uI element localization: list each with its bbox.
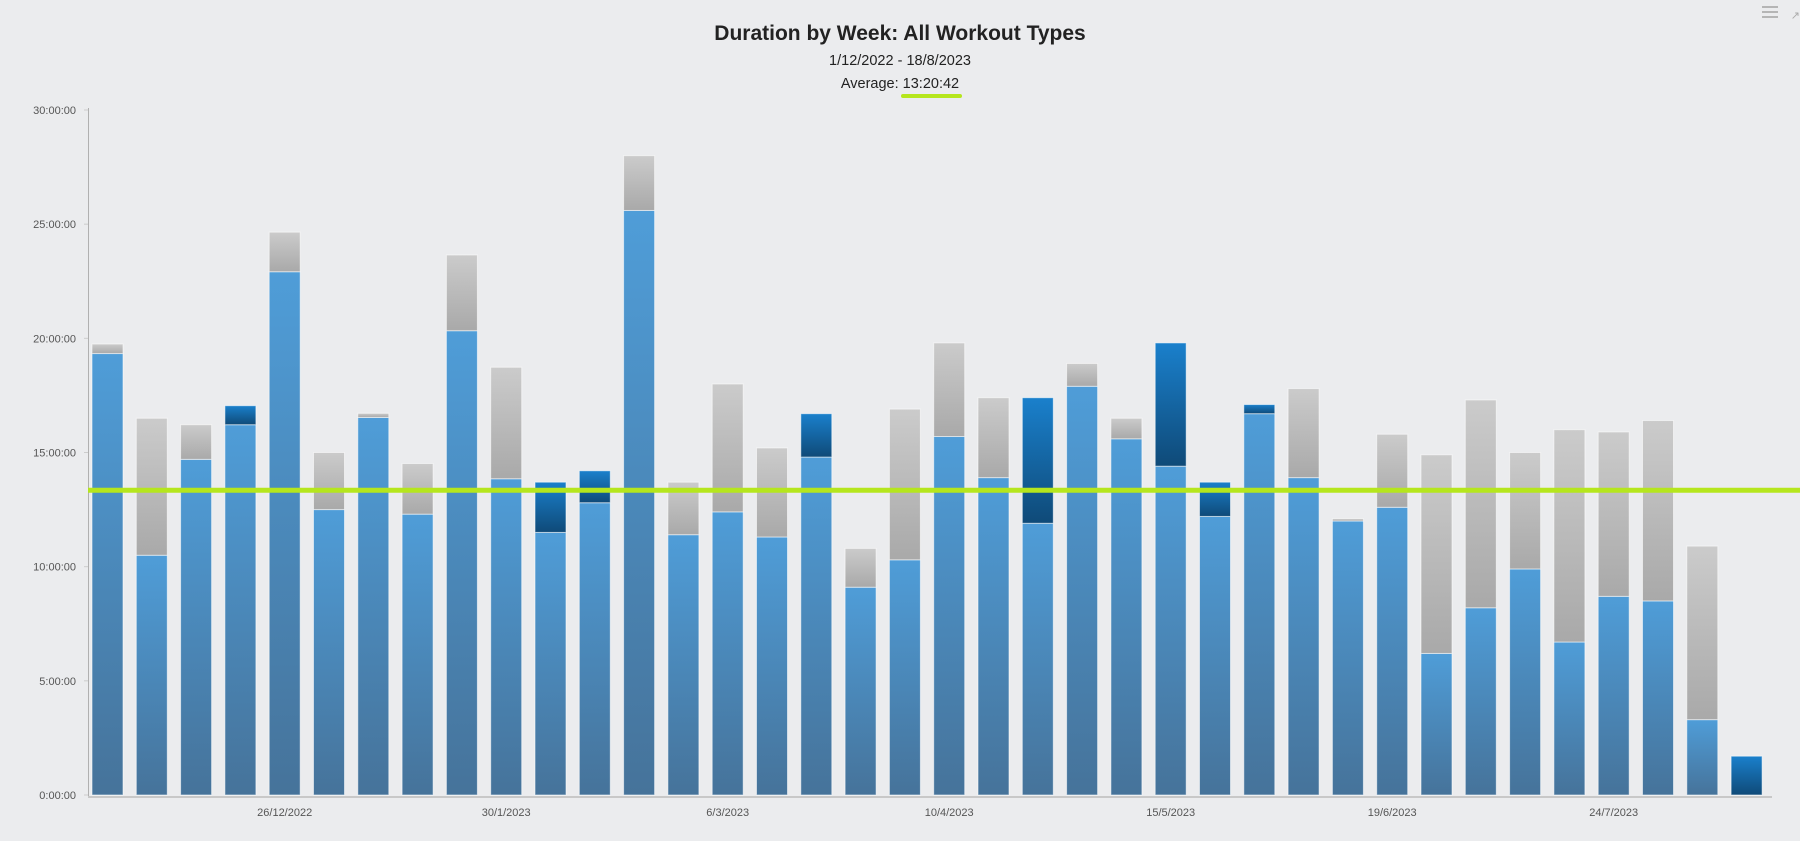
bar-segment-blue[interactable] xyxy=(357,416,390,796)
bar-segment-blue[interactable] xyxy=(135,554,168,796)
bar-segment-dark-blue[interactable] xyxy=(224,405,257,426)
bar-segment-dark-blue[interactable] xyxy=(1243,404,1276,415)
bar-segment-blue[interactable] xyxy=(933,436,966,796)
bar-segment-blue[interactable] xyxy=(711,511,744,796)
chart-title: Duration by Week: All Workout Types xyxy=(714,22,1086,45)
bar-segment-blue[interactable] xyxy=(1199,515,1231,796)
bar-segment-gray[interactable] xyxy=(445,254,478,332)
bar-segment-gray[interactable] xyxy=(1509,452,1542,570)
bar-segment-gray[interactable] xyxy=(135,417,168,556)
bar-segment-blue[interactable] xyxy=(401,513,434,796)
bar-segment-blue[interactable] xyxy=(1686,719,1719,796)
bar-segment-gray[interactable] xyxy=(1287,388,1320,479)
bar-segment-gray[interactable] xyxy=(1464,399,1497,609)
bar-segment-blue[interactable] xyxy=(1154,465,1187,796)
bar-segment-dark-blue[interactable] xyxy=(800,413,833,458)
average-value: 13:20:42 xyxy=(902,76,960,92)
y-tick-label: 20:00:00 xyxy=(33,333,76,345)
bar-segment-gray[interactable] xyxy=(1686,545,1719,721)
bar-segment-gray[interactable] xyxy=(933,342,966,438)
y-tick-label: 10:00:00 xyxy=(33,562,76,574)
bar-segment-blue[interactable] xyxy=(534,531,567,796)
bar-segment-blue[interactable] xyxy=(1376,506,1409,796)
bar-segment-gray[interactable] xyxy=(268,231,301,273)
bar-segment-gray[interactable] xyxy=(1376,433,1409,508)
bar-segment-gray[interactable] xyxy=(1110,417,1143,440)
bar-segment-blue[interactable] xyxy=(1420,652,1453,796)
bar-segment-gray[interactable] xyxy=(490,366,523,480)
bar-segment-blue[interactable] xyxy=(623,209,656,796)
bar-segment-blue[interactable] xyxy=(1287,477,1320,796)
bar-segment-gray[interactable] xyxy=(1420,454,1453,654)
bar-segment-gray[interactable] xyxy=(313,452,345,511)
bar-segment-dark-blue[interactable] xyxy=(1154,342,1187,467)
bar-segment-gray[interactable] xyxy=(1066,362,1099,387)
bar-segment-blue[interactable] xyxy=(1464,607,1497,796)
bar-segment-dark-blue[interactable] xyxy=(1021,397,1054,524)
bar-segment-gray[interactable] xyxy=(180,424,213,460)
chart-average: Average: 13:20:42 xyxy=(0,76,1800,92)
x-tick-label: 30/1/2023 xyxy=(482,807,531,819)
bar-segment-gray[interactable] xyxy=(1331,518,1364,522)
bar-segment-blue[interactable] xyxy=(1331,520,1364,796)
y-tick-label: 30:00:00 xyxy=(33,105,76,117)
x-tick-label: 26/12/2022 xyxy=(257,807,312,819)
y-tick-label: 25:00:00 xyxy=(33,219,76,231)
bar-segment-dark-blue[interactable] xyxy=(578,470,611,504)
x-tick-label: 10/4/2023 xyxy=(925,807,974,819)
bar-segment-dark-blue[interactable] xyxy=(1730,755,1763,796)
pin-icon[interactable]: ↗ xyxy=(1790,10,1800,22)
bar-segment-blue[interactable] xyxy=(490,478,523,796)
y-tick-label: 0:00:00 xyxy=(39,790,76,802)
hamburger-menu-icon[interactable] xyxy=(1762,3,1778,21)
bar-segment-blue[interactable] xyxy=(800,456,833,796)
bar-segment-blue[interactable] xyxy=(91,353,124,796)
bar-segment-blue[interactable] xyxy=(1642,600,1674,796)
y-tick-label: 15:00:00 xyxy=(33,448,76,460)
bar-segment-blue[interactable] xyxy=(1021,522,1054,796)
bar-segment-blue[interactable] xyxy=(1243,413,1276,796)
chart-date-range: 1/12/2022 - 18/8/2023 xyxy=(829,53,971,69)
bar-segment-gray[interactable] xyxy=(888,408,921,561)
average-label: Average: xyxy=(840,76,899,92)
bar-segment-blue[interactable] xyxy=(578,502,611,796)
bar-segment-blue[interactable] xyxy=(977,477,1010,796)
bar-segment-gray[interactable] xyxy=(1597,431,1630,597)
bar-segment-gray[interactable] xyxy=(357,412,390,418)
bar-segment-blue[interactable] xyxy=(756,536,788,796)
bar-segment-gray[interactable] xyxy=(844,547,877,588)
bar-segment-blue[interactable] xyxy=(445,330,478,796)
bar-segment-blue[interactable] xyxy=(1597,595,1630,796)
x-tick-label: 6/3/2023 xyxy=(706,807,749,819)
bar-segment-gray[interactable] xyxy=(91,343,124,355)
bar-segment-gray[interactable] xyxy=(1642,420,1674,602)
bar-segment-gray[interactable] xyxy=(977,397,1010,479)
bar-segment-blue[interactable] xyxy=(667,534,700,796)
x-tick-label: 19/6/2023 xyxy=(1368,807,1417,819)
bar-segment-blue[interactable] xyxy=(844,586,877,796)
bar-segment-blue[interactable] xyxy=(313,509,345,796)
bar-segment-blue[interactable] xyxy=(1553,641,1586,796)
bar-segment-blue[interactable] xyxy=(1509,568,1542,796)
bar-segment-blue[interactable] xyxy=(888,559,921,796)
y-tick-label: 5:00:00 xyxy=(39,676,76,688)
bar-segment-blue[interactable] xyxy=(180,458,213,796)
bar-segment-gray[interactable] xyxy=(1553,429,1586,643)
bar-segment-blue[interactable] xyxy=(1066,385,1099,796)
bar-segment-blue[interactable] xyxy=(268,271,301,796)
bar-segment-dark-blue[interactable] xyxy=(1199,481,1231,517)
x-tick-label: 15/5/2023 xyxy=(1146,807,1195,819)
bar-segment-gray[interactable] xyxy=(623,155,656,211)
bar-segment-blue[interactable] xyxy=(224,424,257,796)
x-tick-label: 24/7/2023 xyxy=(1589,807,1638,819)
